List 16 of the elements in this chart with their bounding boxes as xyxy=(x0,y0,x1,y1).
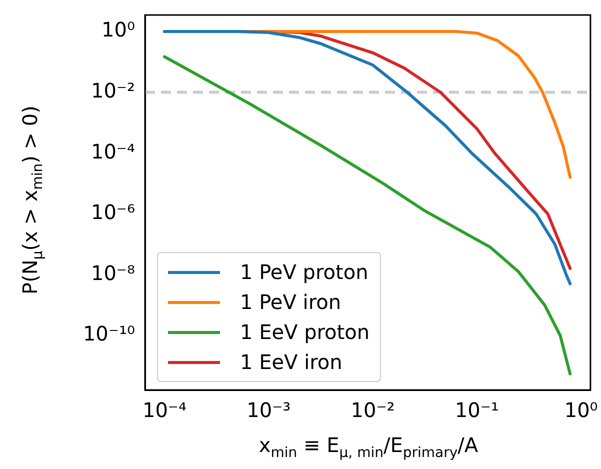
legend-label: 1 PeV proton xyxy=(240,260,368,284)
y-tick-label: 10⁻⁸ xyxy=(90,260,135,285)
x-tick-label: 10⁻⁴ xyxy=(142,398,186,422)
y-tick-label: 10⁻⁴ xyxy=(90,139,135,164)
x-tick-label: 10⁻² xyxy=(350,398,395,422)
y-tick-label: 10⁰ xyxy=(102,18,135,42)
y-tick-label: 10⁻⁶ xyxy=(90,200,135,224)
y-tick-label: 10⁻² xyxy=(90,78,135,103)
legend-label: 1 PeV iron xyxy=(240,290,342,314)
y-tick-label: 10⁻¹⁰ xyxy=(82,322,135,346)
x-tick-label: 10⁰ xyxy=(564,398,598,422)
x-tick-label: 10⁻¹ xyxy=(454,398,499,422)
x-tick-label: 10⁻³ xyxy=(246,398,291,422)
x-axis-title: x$_{min}$ ≡ E$_{μ, min}$/E$_{primary}$/A xyxy=(258,433,480,461)
legend-label: 1 EeV proton xyxy=(240,320,370,344)
legend-label: 1 EeV iron xyxy=(240,350,342,374)
